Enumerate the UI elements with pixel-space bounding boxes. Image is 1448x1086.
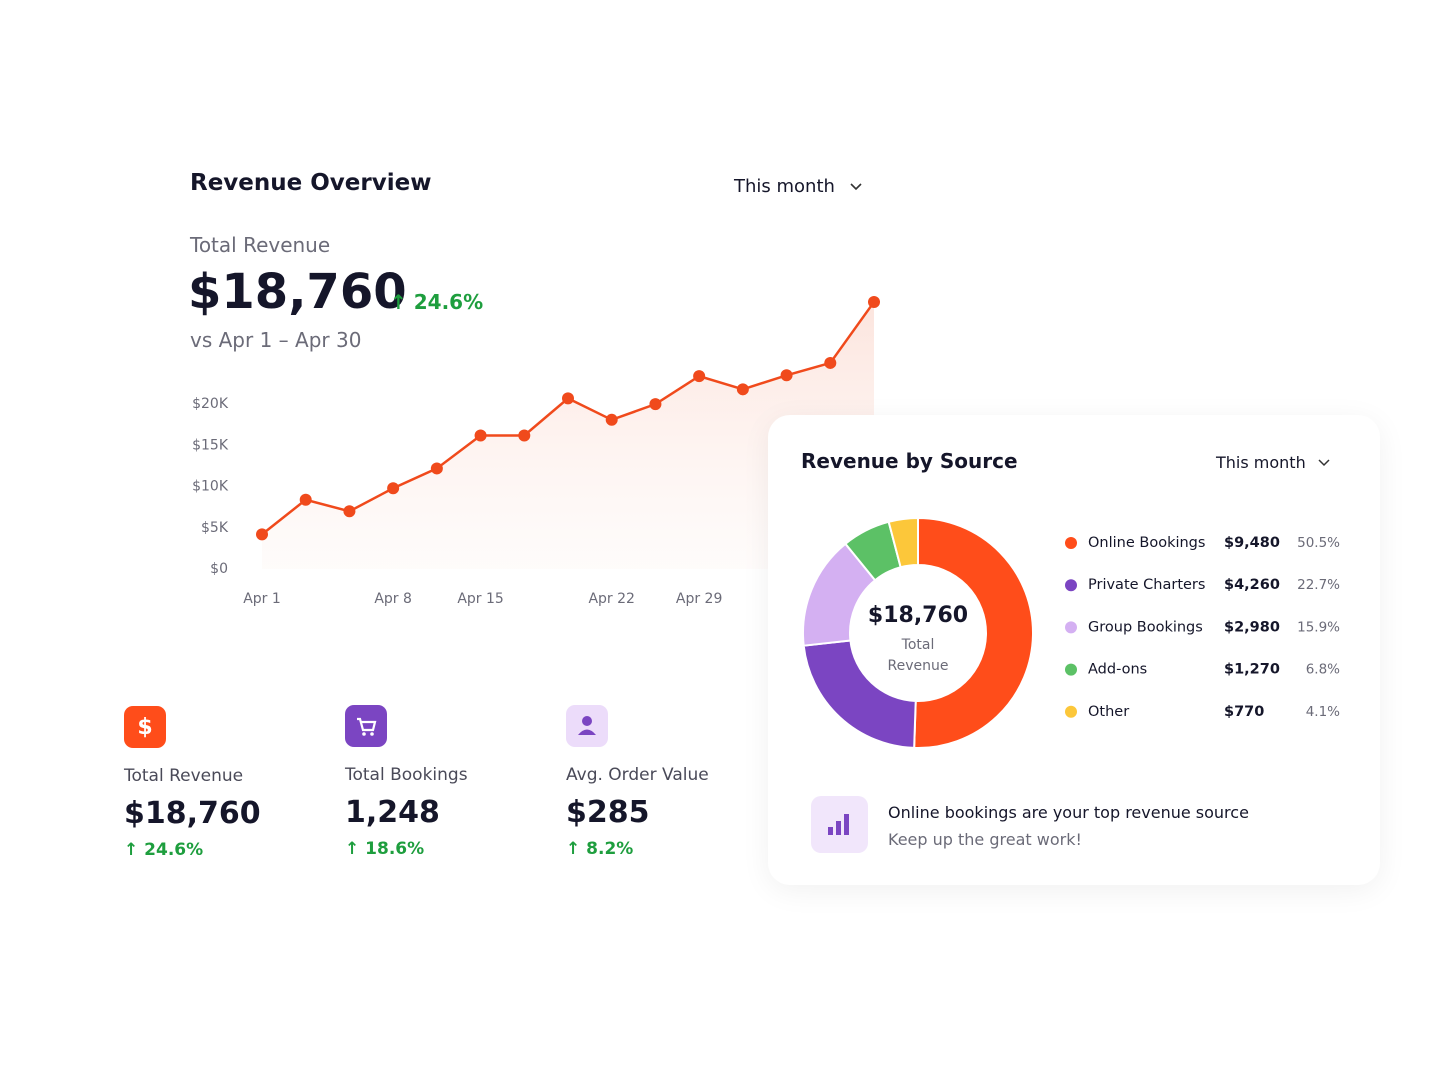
metric-change-value: 24.6% — [413, 290, 484, 314]
point — [387, 482, 400, 495]
point — [343, 505, 356, 518]
point — [430, 462, 443, 475]
metric-value: $18,760 — [188, 264, 407, 320]
point — [605, 413, 618, 426]
area — [262, 301, 874, 569]
point — [649, 398, 662, 411]
insight-subtitle: Keep up the great work! — [888, 830, 1082, 849]
point — [693, 370, 706, 383]
bookings-icon — [345, 705, 387, 747]
stat-label: Total Revenue — [124, 766, 244, 786]
y-tick-label: $15K — [192, 437, 229, 453]
title: Revenue Overview — [190, 170, 432, 196]
stat-value: $18,760 — [124, 796, 261, 831]
stat-label: Total Bookings — [345, 765, 468, 785]
point — [736, 383, 749, 396]
stat-change: ↑ 18.6% — [345, 839, 425, 859]
comparison: vs Apr 1 – Apr 30 — [190, 328, 362, 352]
pie-center-value: $18,760 — [867, 603, 969, 628]
x-tick-label: Apr 22 — [588, 591, 634, 607]
stat-value: 1,248 — [345, 795, 440, 830]
x-tick-label: Apr 8 — [374, 591, 412, 607]
period: This month — [734, 176, 835, 197]
order-icon — [566, 705, 608, 747]
svg-text:$: $ — [137, 715, 152, 740]
pie-period-dropdown[interactable]: This month — [1216, 453, 1331, 472]
x-tick-label: Apr 1 — [243, 591, 281, 607]
point — [824, 356, 837, 369]
y-tick-label: $10K — [192, 479, 229, 495]
y-tick-label: $0 — [210, 561, 228, 577]
point — [780, 369, 793, 382]
point — [562, 392, 574, 405]
point — [868, 295, 880, 308]
pie-title: Revenue by Source — [801, 449, 1018, 473]
pie-period: This month — [1216, 453, 1306, 472]
metric-label: Total Revenue — [190, 233, 331, 257]
x-tick-label: Apr 15 — [457, 591, 503, 607]
stat-value: $285 — [566, 795, 650, 830]
y-tick-label: $20K — [192, 396, 229, 412]
stat-change-value: 8.2% — [586, 839, 634, 859]
pie-center-label: Total Revenue — [887, 637, 949, 674]
metric-change: ↑ 24.6% — [390, 290, 484, 314]
y-tick-label: $5K — [201, 520, 229, 536]
insight-icon — [811, 796, 868, 853]
stat-change-value: 18.6% — [365, 839, 425, 859]
stat-change-value: 24.6% — [144, 840, 204, 860]
insight-title: Online bookings are your top revenue sou… — [888, 803, 1249, 822]
revenue-icon: $ — [124, 706, 166, 748]
x-tick-label: Apr 29 — [676, 591, 722, 607]
stat-label: Avg. Order Value — [566, 765, 709, 785]
chevron — [1318, 459, 1330, 467]
point — [518, 429, 531, 442]
period-dropdown[interactable]: This month — [734, 176, 863, 197]
chevron — [850, 183, 862, 191]
stat-change: ↑ 8.2% — [566, 839, 634, 859]
point — [474, 429, 487, 442]
point — [256, 528, 268, 541]
point — [299, 493, 312, 506]
stat-change: ↑ 24.6% — [124, 840, 204, 860]
